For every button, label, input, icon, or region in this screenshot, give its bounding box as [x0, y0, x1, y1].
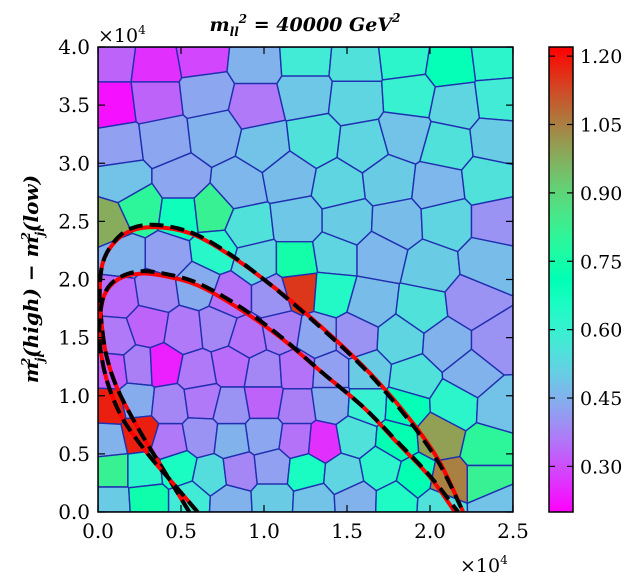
voronoi-cell — [226, 47, 283, 85]
voronoi-cell — [269, 195, 323, 243]
colorbar-tick-label: 0.30 — [580, 456, 622, 478]
voronoi-cell — [150, 382, 189, 425]
voronoi-cell — [475, 373, 513, 434]
y-tick-label: 2.0 — [58, 268, 90, 292]
colorbar-tick-label: 0.60 — [580, 320, 622, 342]
x-tick-label: 1.0 — [248, 519, 280, 543]
voronoi-cell — [380, 73, 437, 119]
x-tick-label: 0.0 — [82, 519, 114, 543]
y-tick-label: 3.5 — [58, 93, 90, 117]
voronoi-cell — [122, 343, 153, 387]
voronoi-cell — [253, 448, 291, 485]
voronoi-cell — [98, 121, 145, 168]
colorbar-tick-label: 0.90 — [580, 183, 622, 205]
chart-title: mll2 = 40000 GeV2 — [210, 11, 401, 39]
y-multiplier: ×104 — [98, 23, 146, 47]
x-tick-label: 1.5 — [331, 519, 363, 543]
y-tick-label: 3.0 — [58, 151, 90, 175]
voronoi-cell — [466, 483, 513, 512]
y-tick-label: 0.5 — [58, 442, 90, 466]
colorbar-ticks: 0.30 0.45 0.60 0.75 0.90 1.05 1.20 — [549, 46, 622, 478]
voronoi-cells — [98, 47, 513, 512]
curve-black-dashed-1 — [98, 222, 465, 512]
x-tick-label: 2.0 — [414, 519, 446, 543]
y-tick-label: 2.5 — [58, 209, 90, 233]
voronoi-cell — [470, 47, 513, 82]
colorbar-tick-label: 0.45 — [580, 388, 622, 410]
x-axis: 0.0 0.5 1.0 1.5 2.0 2.5 — [82, 47, 529, 543]
voronoi-cell — [130, 47, 183, 83]
x-multiplier: ×104 — [460, 553, 508, 577]
x-tick-label: 2.5 — [497, 519, 529, 543]
voronoi-cell — [278, 47, 333, 77]
voronoi-cell — [456, 236, 513, 297]
colorbar-tick-label: 0.75 — [580, 251, 622, 273]
voronoi-cell — [424, 47, 477, 88]
voronoi-cell — [127, 483, 170, 512]
y-axis-label: mjl2(high) − mjl2(low) — [19, 175, 47, 383]
voronoi-cell — [277, 388, 317, 425]
y-tick-label: 1.5 — [58, 326, 90, 350]
colorbar-tick-label: 1.20 — [580, 46, 622, 68]
contour-curves — [98, 222, 466, 512]
voronoi-cell — [275, 240, 319, 279]
y-tick-label: 1.0 — [58, 384, 90, 408]
y-tick-label: 0.0 — [58, 500, 90, 524]
x-tick-label: 0.5 — [165, 519, 197, 543]
voronoi-cell — [328, 47, 384, 83]
y-axis: 0.0 0.5 1.0 1.5 2.0 2.5 3.0 3.5 4.0 — [58, 35, 513, 524]
curve-red-solid-2 — [98, 271, 457, 512]
voronoi-cell — [98, 452, 129, 488]
voronoi-cell — [469, 117, 513, 166]
voronoi-cell — [243, 386, 285, 420]
voronoi-cell — [98, 47, 137, 83]
voronoi-cell — [473, 76, 513, 122]
colorbar-tick-label: 1.05 — [580, 115, 622, 137]
voronoi-cell — [250, 483, 295, 512]
voronoi-cell — [176, 347, 218, 391]
colorbar — [548, 46, 574, 513]
y-tick-label: 4.0 — [58, 35, 90, 59]
voronoi-cell — [98, 486, 131, 512]
